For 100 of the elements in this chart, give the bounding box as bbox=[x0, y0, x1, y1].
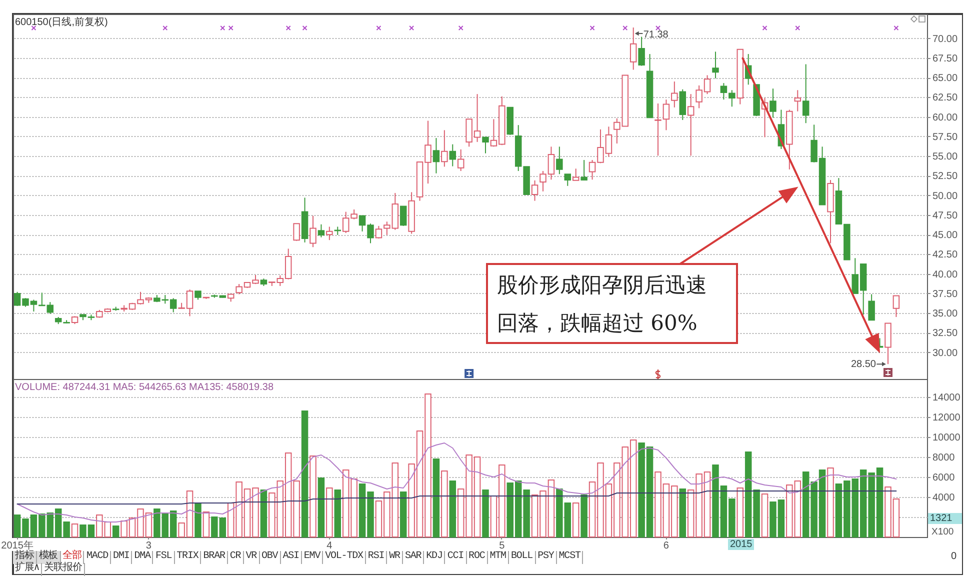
candlestick bbox=[457, 148, 464, 172]
y-tick-label: 62.50 bbox=[932, 92, 958, 104]
candlestick bbox=[728, 90, 736, 108]
bar bbox=[260, 490, 268, 538]
bar bbox=[301, 410, 308, 538]
candlestick bbox=[326, 226, 333, 241]
candlestick bbox=[638, 36, 645, 66]
y-tick-label: 52.50 bbox=[932, 171, 958, 182]
candlestick bbox=[720, 82, 728, 100]
candlestick bbox=[531, 180, 538, 202]
y-axis-title: X100 bbox=[932, 526, 954, 538]
text: KDJ bbox=[424, 551, 446, 564]
text: 1321 bbox=[928, 513, 962, 524]
y-tick-label: 35.00 bbox=[932, 308, 958, 320]
callout-box: 股价形成阳孕阴后迅速回落，跌幅超过 60% bbox=[486, 263, 738, 344]
y-tick-label: 47.50 bbox=[932, 210, 958, 222]
candlestick bbox=[293, 223, 300, 242]
text: ASI bbox=[280, 551, 302, 564]
candlestick bbox=[318, 224, 325, 238]
bar bbox=[572, 502, 580, 538]
y-tick-label: 6000 bbox=[932, 472, 956, 484]
y-tick-label: 65.00 bbox=[932, 73, 958, 84]
candlestick bbox=[572, 168, 580, 181]
text: CCI bbox=[445, 551, 467, 564]
y-tick-label: 37.50 bbox=[932, 288, 958, 300]
candlestick bbox=[580, 160, 588, 181]
y-tick-label: 57.50 bbox=[932, 132, 958, 143]
bar bbox=[679, 488, 686, 538]
bar bbox=[441, 470, 448, 538]
candlestick bbox=[868, 294, 875, 321]
text: ROC bbox=[466, 551, 488, 564]
text: DMA bbox=[132, 551, 154, 564]
bar bbox=[449, 480, 456, 538]
x-tick-label: 4 bbox=[326, 540, 333, 552]
candlestick bbox=[654, 102, 662, 156]
text: VR bbox=[244, 551, 260, 564]
candlestick bbox=[662, 99, 670, 131]
text: 扩展∧ bbox=[13, 563, 42, 576]
y-tick-label: 12000 bbox=[932, 412, 961, 424]
candlestick bbox=[679, 88, 686, 120]
bar bbox=[202, 512, 210, 538]
text: DMI bbox=[111, 551, 132, 564]
annotation: 股价形成阳孕阴后迅速回落，跌幅超过 60% bbox=[497, 273, 707, 335]
text: 2015 bbox=[728, 539, 754, 550]
bar bbox=[432, 458, 440, 538]
y-tick-label: 8000 bbox=[932, 452, 956, 464]
chart-title: 600150(日线,前复权) bbox=[15, 16, 108, 28]
text: CR bbox=[228, 551, 244, 564]
candlestick bbox=[564, 174, 572, 186]
bar bbox=[112, 526, 120, 538]
candlestick bbox=[432, 138, 440, 174]
text: WR bbox=[387, 551, 403, 564]
y-tick-label: 30.00 bbox=[932, 348, 958, 359]
candlestick bbox=[482, 136, 489, 154]
candlestick bbox=[441, 130, 448, 168]
y-tick-label: 67.50 bbox=[932, 53, 958, 64]
text: EMV bbox=[302, 551, 324, 564]
bar bbox=[334, 490, 342, 538]
candlestick bbox=[671, 81, 678, 108]
text: BRAR bbox=[201, 551, 228, 564]
x-tick-label: 3 bbox=[146, 540, 152, 552]
bar bbox=[482, 490, 489, 538]
bar bbox=[827, 468, 834, 538]
bar bbox=[580, 494, 588, 538]
line-series bbox=[16, 442, 897, 522]
bar bbox=[194, 502, 202, 538]
chart-title: VOLUME: 487244.31 MA5: 544265.63 MA135: 458019.38 bbox=[15, 382, 274, 393]
text: FSL bbox=[153, 551, 175, 564]
y-tick-label: 70.00 bbox=[932, 34, 958, 45]
text: RSI bbox=[366, 551, 388, 564]
candlestick bbox=[449, 144, 456, 167]
text: PSY bbox=[536, 551, 557, 564]
text: BOLL bbox=[508, 551, 536, 564]
candlestick bbox=[556, 146, 563, 175]
text: SAR bbox=[402, 551, 424, 564]
bar bbox=[400, 492, 407, 538]
x-tick-label: 5 bbox=[499, 540, 506, 552]
y-tick-label: 40.00 bbox=[932, 269, 958, 280]
bar bbox=[736, 488, 744, 538]
line-series bbox=[16, 490, 897, 504]
text: TRIX bbox=[174, 551, 202, 564]
y-tick-label: 4000 bbox=[932, 492, 956, 504]
bar bbox=[326, 488, 333, 538]
y-tick-label: 45.00 bbox=[932, 230, 958, 242]
candlestick bbox=[794, 90, 802, 112]
y-tick-label: 10000 bbox=[932, 432, 961, 444]
candlestick bbox=[892, 295, 900, 318]
y-tick-label: 14000 bbox=[932, 392, 961, 404]
y-tick-label: 42.50 bbox=[932, 250, 958, 261]
y-tick-label: 32.50 bbox=[932, 328, 958, 340]
bar bbox=[310, 456, 316, 538]
text: MCST bbox=[556, 551, 584, 564]
x-tick-label: 6 bbox=[663, 540, 670, 552]
candlestick bbox=[310, 215, 316, 248]
bar bbox=[318, 478, 325, 538]
candlestick bbox=[770, 88, 776, 118]
candlestick bbox=[802, 64, 810, 124]
y-tick-label: 55.00 bbox=[932, 152, 958, 163]
annotation: 71.38 bbox=[643, 30, 669, 40]
text: MTM bbox=[488, 551, 509, 564]
